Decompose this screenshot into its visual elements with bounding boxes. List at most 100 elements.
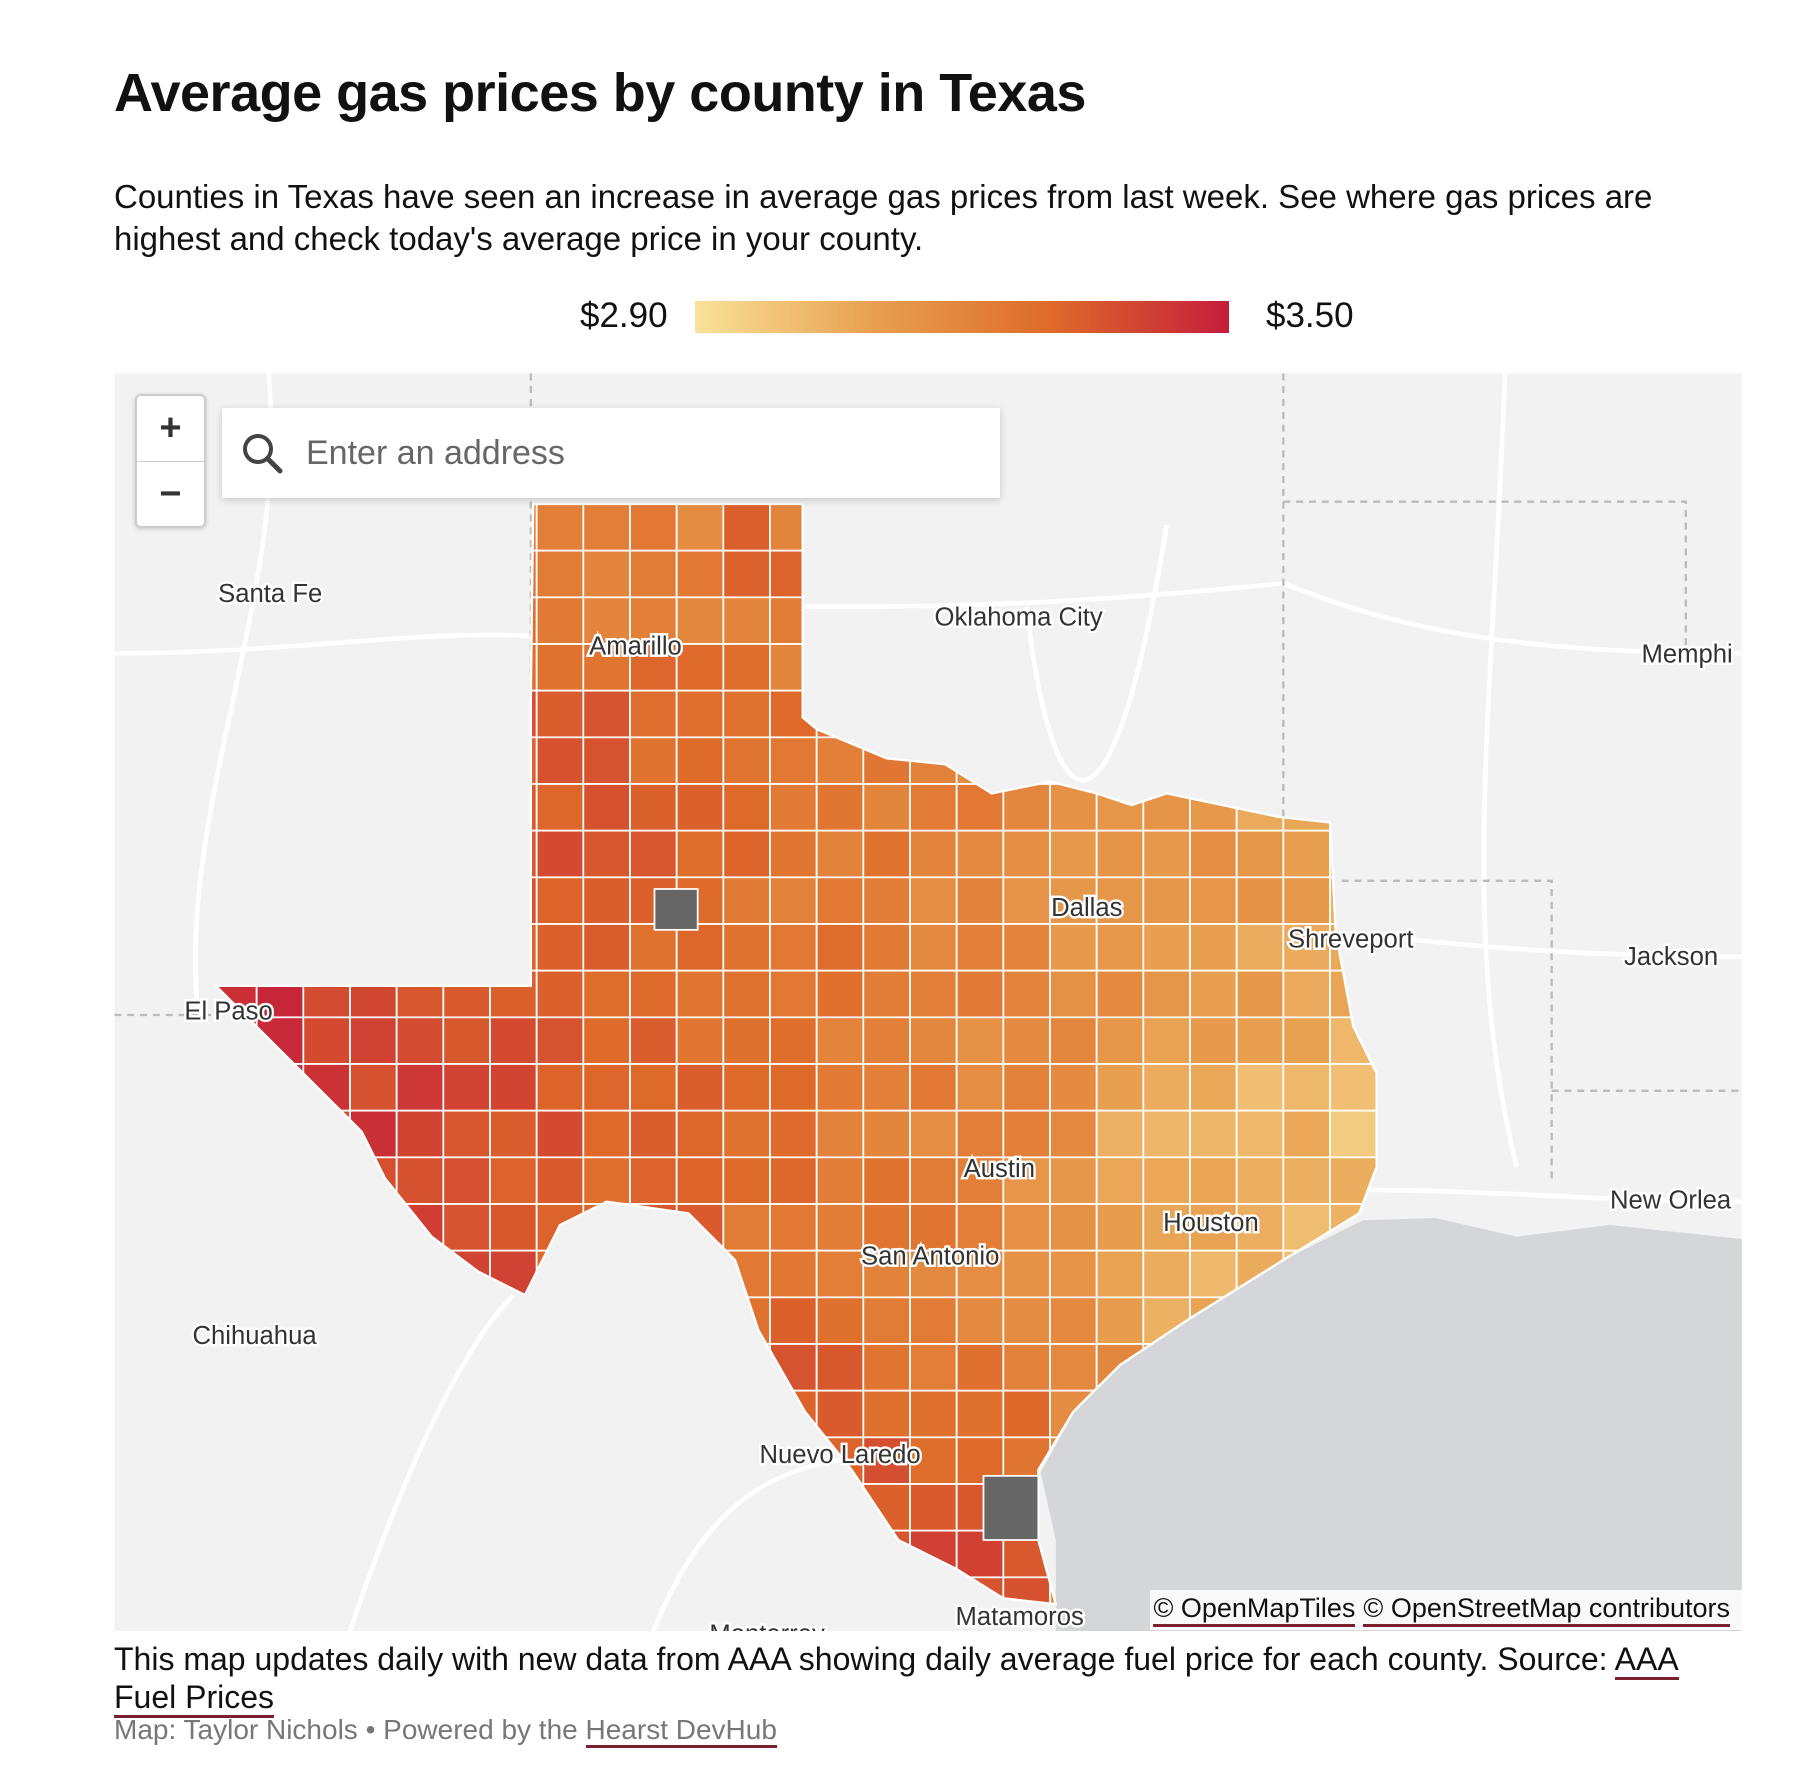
county[interactable] (1189, 1156, 1238, 1205)
county[interactable] (1002, 783, 1051, 832)
county[interactable] (1049, 829, 1098, 879)
county[interactable] (1002, 1343, 1051, 1392)
county[interactable] (1329, 1063, 1377, 1112)
county[interactable] (1095, 876, 1145, 925)
county[interactable] (815, 1156, 865, 1205)
county[interactable] (1049, 1156, 1098, 1205)
county[interactable] (535, 829, 585, 879)
county[interactable] (722, 689, 771, 739)
county[interactable] (489, 1016, 538, 1065)
county[interactable] (1095, 1203, 1145, 1252)
county[interactable] (909, 1203, 958, 1252)
county[interactable] (1235, 1016, 1285, 1065)
devhub-link[interactable]: Hearst DevHub (585, 1714, 777, 1748)
county[interactable] (675, 783, 725, 832)
county[interactable] (909, 1063, 958, 1112)
county[interactable] (909, 876, 958, 925)
county[interactable] (442, 1016, 491, 1065)
county[interactable] (1235, 876, 1285, 925)
county[interactable] (769, 736, 818, 785)
county[interactable] (722, 1109, 771, 1159)
county[interactable] (629, 829, 678, 879)
county[interactable] (862, 876, 911, 925)
county[interactable] (442, 1156, 491, 1205)
county[interactable] (1142, 923, 1191, 972)
county[interactable] (1142, 1109, 1191, 1159)
county[interactable] (582, 923, 631, 972)
county[interactable] (722, 504, 771, 552)
county[interactable] (1235, 1109, 1285, 1159)
county[interactable] (675, 1109, 725, 1159)
county[interactable] (862, 1063, 911, 1112)
county[interactable] (1235, 923, 1285, 972)
county[interactable] (629, 1109, 678, 1159)
county[interactable] (629, 783, 678, 832)
county[interactable] (1049, 1016, 1098, 1065)
county[interactable] (629, 923, 678, 972)
county[interactable] (1095, 829, 1145, 879)
county[interactable] (815, 923, 865, 972)
county[interactable] (862, 1249, 911, 1299)
county[interactable] (1095, 1109, 1145, 1159)
county-no-data[interactable] (653, 888, 699, 931)
county[interactable] (629, 1063, 678, 1112)
county[interactable] (909, 1156, 958, 1205)
county[interactable] (722, 969, 771, 1019)
county[interactable] (1049, 1063, 1098, 1112)
county[interactable] (909, 829, 958, 879)
county[interactable] (1189, 1063, 1238, 1112)
county[interactable] (1189, 969, 1238, 1019)
county[interactable] (1095, 1249, 1145, 1299)
county[interactable] (862, 1296, 911, 1345)
county[interactable] (1049, 923, 1098, 972)
county[interactable] (675, 1156, 725, 1205)
county[interactable] (955, 1249, 1005, 1299)
county[interactable] (1002, 876, 1051, 925)
county[interactable] (722, 783, 771, 832)
county[interactable] (489, 1156, 538, 1205)
county[interactable] (395, 1109, 445, 1159)
county[interactable] (722, 596, 771, 645)
county[interactable] (862, 829, 911, 879)
county[interactable] (582, 549, 631, 599)
county[interactable] (722, 1156, 771, 1205)
county[interactable] (1002, 1016, 1051, 1065)
county[interactable] (535, 643, 585, 692)
openstreetmap-link[interactable]: © OpenStreetMap contributors (1363, 1593, 1730, 1627)
county[interactable] (1282, 1156, 1331, 1205)
county[interactable] (535, 596, 585, 645)
county[interactable] (1282, 829, 1331, 879)
county[interactable] (815, 1389, 865, 1439)
county[interactable] (1095, 1016, 1145, 1065)
county[interactable] (582, 504, 631, 552)
county-no-data[interactable] (982, 1474, 1040, 1541)
county[interactable] (862, 1389, 911, 1439)
county[interactable] (1189, 923, 1238, 972)
county[interactable] (1095, 923, 1145, 972)
county[interactable] (769, 829, 818, 879)
county[interactable] (862, 1016, 911, 1065)
county[interactable] (909, 1109, 958, 1159)
county[interactable] (722, 876, 771, 925)
county[interactable] (769, 876, 818, 925)
county[interactable] (582, 1109, 631, 1159)
county[interactable] (815, 1203, 865, 1252)
county[interactable] (769, 1109, 818, 1159)
county[interactable] (535, 876, 585, 925)
county[interactable] (1142, 1249, 1191, 1299)
county[interactable] (722, 1203, 771, 1252)
county[interactable] (675, 504, 725, 552)
county[interactable] (349, 1016, 398, 1065)
source-link[interactable]: AAA Fuel Prices (114, 1641, 1679, 1718)
county[interactable] (815, 1343, 865, 1392)
county[interactable] (582, 689, 631, 739)
county[interactable] (1189, 876, 1238, 925)
county[interactable] (909, 783, 958, 832)
county[interactable] (815, 969, 865, 1019)
county[interactable] (955, 1016, 1005, 1065)
county[interactable] (1049, 1203, 1098, 1252)
county[interactable] (955, 1063, 1005, 1112)
county[interactable] (769, 923, 818, 972)
county[interactable] (769, 1296, 818, 1345)
